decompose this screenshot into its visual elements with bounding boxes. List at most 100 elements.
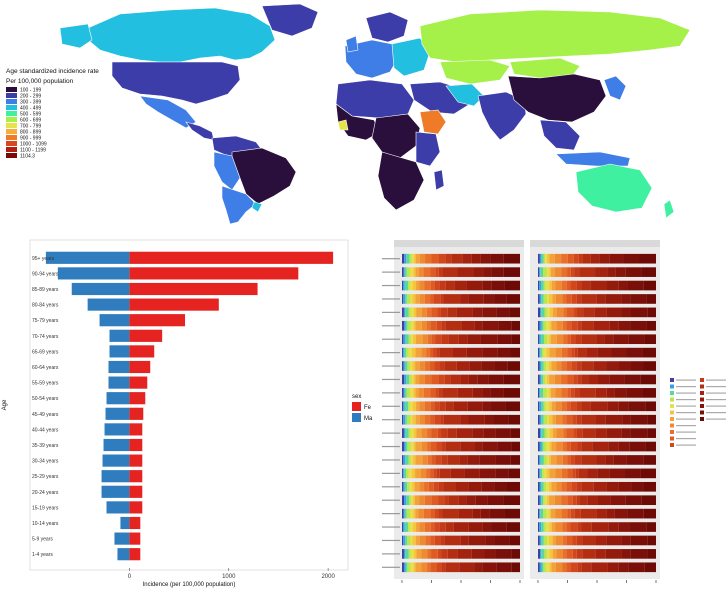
stacked-segment (613, 334, 629, 345)
stacked-segment (457, 388, 473, 398)
pyramid-bar-fe (129, 360, 151, 374)
map-legend-swatch (6, 105, 17, 110)
stacked-segment (482, 388, 491, 398)
stacked-segment (595, 549, 606, 559)
stacked-segment (576, 549, 583, 559)
stacked-legend-swatch (700, 417, 704, 421)
stacked-segment (576, 495, 581, 506)
stacked-segment (543, 495, 545, 506)
stacked-segment (549, 401, 552, 412)
pyramid-y-tick-label: 55-59 years (32, 381, 59, 387)
stacked-segment (483, 294, 495, 304)
stacked-segment (406, 347, 409, 358)
stacked-segment (434, 508, 439, 519)
stacked-segment (606, 535, 622, 546)
stacked-segment (543, 320, 547, 331)
stacked-segment (570, 562, 578, 573)
stacked-segment (575, 334, 582, 345)
stacked-segment (562, 455, 568, 465)
pyramid-bar-ma (45, 251, 130, 264)
stacked-segment (433, 468, 437, 479)
stacked-segment (580, 495, 588, 506)
stacked-segment (497, 441, 512, 452)
pyramid-bars (45, 251, 334, 561)
stacked-segment (430, 508, 435, 519)
stacked-segment (404, 280, 409, 291)
stacked-segment (494, 535, 510, 546)
stacked-segment (538, 280, 540, 291)
stacked-segment (412, 294, 416, 304)
map-region-russia (419, 9, 691, 63)
stacked-segment (403, 455, 406, 465)
stacked-legend-label-placeholder (706, 386, 726, 388)
stacked-segment (421, 307, 427, 318)
stacked-segment (439, 347, 453, 358)
stacked-segment (448, 334, 459, 345)
stacked-y-label-placeholder (382, 445, 400, 448)
stacked-y-label-placeholder (382, 365, 400, 367)
pyramid-y-tick-label: 95+ years (32, 256, 55, 262)
map-legend-swatch (6, 141, 17, 146)
stacked-segment (572, 535, 577, 546)
stacked-segment (406, 294, 411, 304)
stacked-segment (571, 294, 577, 304)
stacked-segment (544, 307, 547, 318)
pyramid-legend-label-ma: Ma (364, 416, 373, 422)
stacked-segment (406, 414, 411, 425)
stacked-legend-label-placeholder (706, 418, 726, 420)
pyramid-y-tick-label: 90-94 years (32, 271, 59, 277)
stacked-segment (538, 481, 540, 492)
stacked-segment (511, 320, 520, 331)
stacked-segment (403, 441, 406, 452)
stacked-segment (421, 562, 428, 573)
stacked-segment (408, 347, 413, 358)
stacked-segment (413, 267, 416, 277)
map-region-canada (87, 7, 276, 63)
stacked-segment (641, 267, 656, 277)
stacked-segment (403, 522, 405, 532)
stacked-segment (504, 508, 520, 519)
pyramid-bar-fe (129, 345, 155, 358)
stacked-segment (473, 267, 484, 277)
stacked-segment (437, 428, 442, 438)
stacked-segment (507, 361, 520, 371)
stacked-segment (587, 495, 598, 506)
stacked-segment (402, 253, 405, 264)
pyramid-y-tick-label: 70-74 years (32, 334, 59, 340)
stacked-segment (561, 481, 567, 492)
stacked-segment (450, 468, 465, 479)
map-legend-label: 500 - 599 (20, 112, 41, 118)
stacked-segment (555, 562, 563, 573)
stacked-segment (541, 441, 544, 452)
stacked-segment (538, 428, 541, 438)
stacked-segment (556, 334, 564, 345)
map-legend-label: 900 - 999 (20, 136, 41, 142)
stacked-segment (438, 495, 445, 506)
pyramid-y-tick-label: 40-44 years (32, 427, 59, 433)
stacked-segment (566, 361, 572, 371)
stacked-segment (403, 307, 405, 318)
stacked-segment (487, 495, 504, 506)
stacked-segment (413, 374, 416, 385)
stacked-segment (480, 253, 491, 264)
stacked-segment (538, 522, 540, 532)
stacked-segment (552, 535, 556, 546)
stacked-segment (424, 522, 431, 532)
stacked-segment (508, 468, 520, 479)
stacked-segment (630, 428, 648, 438)
pyramid-y-tick-label: 10-14 years (32, 521, 59, 527)
stacked-segment (629, 441, 646, 452)
map-legend-label: 100 - 199 (20, 88, 41, 94)
stacked-segment (472, 307, 483, 318)
stacked-segment (424, 495, 432, 506)
stacked-segment (508, 414, 520, 425)
stacked-bar-chart (382, 240, 726, 583)
pyramid-y-tick-label: 25-29 years (32, 474, 59, 480)
stacked-segment (538, 468, 540, 479)
stacked-segment (430, 441, 437, 452)
stacked-segment (541, 294, 544, 304)
stacked-segment (415, 535, 420, 546)
stacked-segment (403, 481, 405, 492)
pyramid-bar-fe (129, 516, 141, 530)
stacked-segment (421, 441, 428, 452)
